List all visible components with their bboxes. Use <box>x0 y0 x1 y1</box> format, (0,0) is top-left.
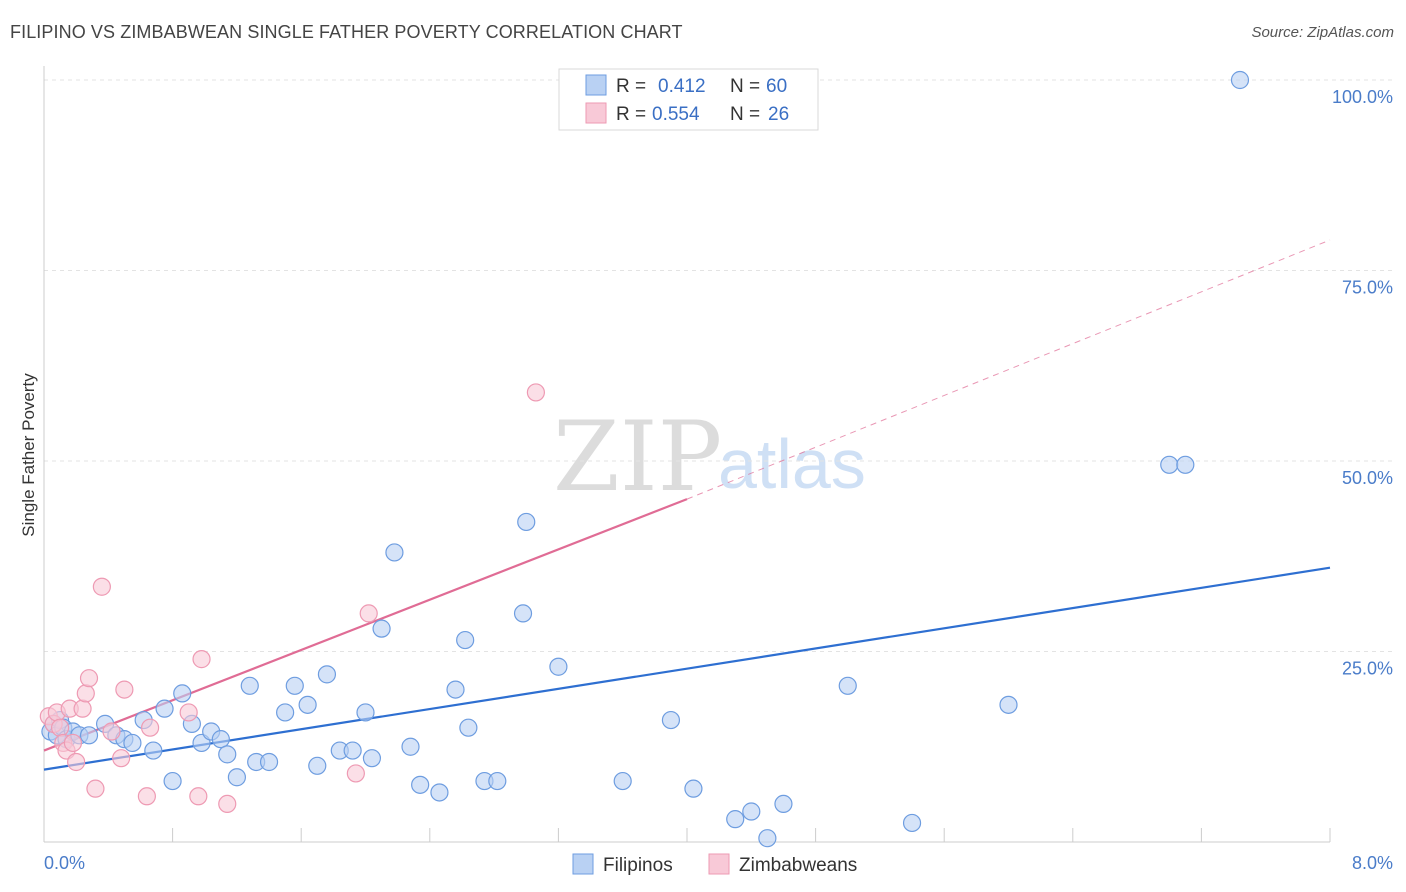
point-filipinos-28 <box>285 676 304 695</box>
point-zimbabweans-25 <box>526 383 545 402</box>
point-filipinos-29 <box>298 695 317 714</box>
points-layer <box>39 70 1250 848</box>
point-zimbabweans-8 <box>67 752 86 772</box>
point-zimbabweans-15 <box>112 749 131 768</box>
y-axis-label: Single Father Poverty <box>19 373 38 537</box>
point-zimbabweans-21 <box>192 650 211 669</box>
point-zimbabweans-20 <box>189 787 208 806</box>
point-filipinos-38 <box>401 737 420 756</box>
point-zimbabweans-7 <box>63 733 83 753</box>
watermark-zip: ZIP <box>553 401 722 513</box>
point-filipinos-36 <box>372 619 391 638</box>
point-filipinos-33 <box>343 741 362 760</box>
point-filipinos-60 <box>1176 455 1195 474</box>
point-filipinos-24 <box>240 676 259 695</box>
point-filipinos-39 <box>411 775 430 794</box>
point-filipinos-31 <box>317 665 337 684</box>
point-zimbabweans-17 <box>137 787 156 806</box>
point-filipinos-49 <box>613 771 632 791</box>
point-filipinos-8 <box>79 726 99 745</box>
point-filipinos-12 <box>123 733 142 753</box>
bottom-legend-label-filipinos: Filipinos <box>603 855 673 876</box>
point-filipinos-43 <box>459 718 478 737</box>
point-filipinos-27 <box>276 703 295 722</box>
point-zimbabweans-11 <box>79 669 99 688</box>
point-filipinos-21 <box>211 730 230 749</box>
point-filipinos-57 <box>902 813 922 833</box>
point-filipinos-22 <box>218 745 237 764</box>
trend-line-extension-zimbabweans <box>686 239 1331 500</box>
legend-r-label-1: R = <box>616 76 646 97</box>
point-zimbabweans-13 <box>92 577 111 596</box>
point-zimbabweans-10 <box>76 684 95 703</box>
point-filipinos-54 <box>758 829 777 848</box>
point-zimbabweans-24 <box>359 604 378 623</box>
point-filipinos-42 <box>456 630 475 650</box>
point-filipinos-34 <box>356 703 375 722</box>
point-filipinos-52 <box>726 810 745 829</box>
bottom-legend-label-zimbabweans: Zimbabweans <box>739 855 857 876</box>
point-filipinos-14 <box>144 741 163 760</box>
point-filipinos-51 <box>684 779 703 798</box>
point-filipinos-23 <box>227 768 246 787</box>
point-zimbabweans-23 <box>346 764 365 783</box>
point-zimbabweans-9 <box>73 699 92 718</box>
legend-n-label-1: N = <box>730 76 760 97</box>
legend-n-value-2: 26 <box>768 104 789 125</box>
bottom-legend-swatch-zimbabweans <box>708 853 730 875</box>
point-filipinos-48 <box>549 657 568 676</box>
point-filipinos-41 <box>446 680 465 699</box>
point-filipinos-55 <box>774 794 793 814</box>
y-tick-label-50: 50.0% <box>1342 468 1393 488</box>
x-tick-label-max: 8.0% <box>1352 853 1393 873</box>
grid-layer: 25.0% 50.0% 75.0% 100.0% <box>44 79 1395 679</box>
trend-line-zimbabweans <box>43 498 688 752</box>
legend-swatch-zimbabweans <box>585 102 607 124</box>
y-tick-label-25: 25.0% <box>1342 659 1393 679</box>
point-zimbabweans-3 <box>50 718 70 737</box>
point-filipinos-56 <box>838 676 857 695</box>
point-filipinos-15 <box>155 699 174 718</box>
y-tick-label-100: 100.0% <box>1332 87 1393 107</box>
point-zimbabweans-22 <box>218 794 237 814</box>
legend-swatch-filipinos <box>585 74 607 96</box>
source-label: Source: ZipAtlas.com <box>1251 24 1394 41</box>
point-filipinos-53 <box>742 802 761 821</box>
legend-r-label-2: R = <box>616 104 646 125</box>
legend: R = 0.412 N = 60 R = 0.554 N = 26 <box>558 68 819 131</box>
legend-n-label-2: N = <box>730 104 760 125</box>
legend-r-value-1: 0.412 <box>658 76 706 97</box>
point-filipinos-46 <box>513 604 533 623</box>
x-tick-label-min: 0.0% <box>44 853 85 873</box>
point-filipinos-30 <box>308 756 327 775</box>
watermark-atlas: atlas <box>718 425 866 503</box>
trend-line-filipinos <box>43 566 1331 771</box>
point-filipinos-26 <box>259 752 279 772</box>
bottom-legend-swatch-filipinos <box>572 853 594 875</box>
legend-n-value-1: 60 <box>766 76 787 97</box>
point-zimbabweans-14 <box>102 722 121 741</box>
point-filipinos-45 <box>488 771 507 791</box>
point-zimbabweans-16 <box>115 680 134 699</box>
point-zimbabweans-19 <box>179 703 198 722</box>
point-filipinos-17 <box>173 684 192 703</box>
point-zimbabweans-18 <box>140 718 160 737</box>
point-filipinos-47 <box>517 512 536 532</box>
point-filipinos-50 <box>661 710 681 730</box>
trend-layer <box>43 239 1331 771</box>
legend-r-value-2: 0.554 <box>652 104 700 125</box>
point-filipinos-40 <box>430 783 449 802</box>
point-filipinos-37 <box>385 543 404 562</box>
chart-title: FILIPINO VS ZIMBABWEAN SINGLE FATHER POV… <box>10 22 683 42</box>
point-filipinos-61 <box>1230 70 1250 90</box>
point-zimbabweans-12 <box>86 779 105 798</box>
point-filipinos-59 <box>1160 455 1179 474</box>
bottom-legend: Filipinos Zimbabweans <box>572 853 857 876</box>
point-filipinos-16 <box>163 771 182 791</box>
y-tick-label-75: 75.0% <box>1342 278 1393 298</box>
point-filipinos-58 <box>999 695 1018 714</box>
point-filipinos-35 <box>362 749 382 768</box>
